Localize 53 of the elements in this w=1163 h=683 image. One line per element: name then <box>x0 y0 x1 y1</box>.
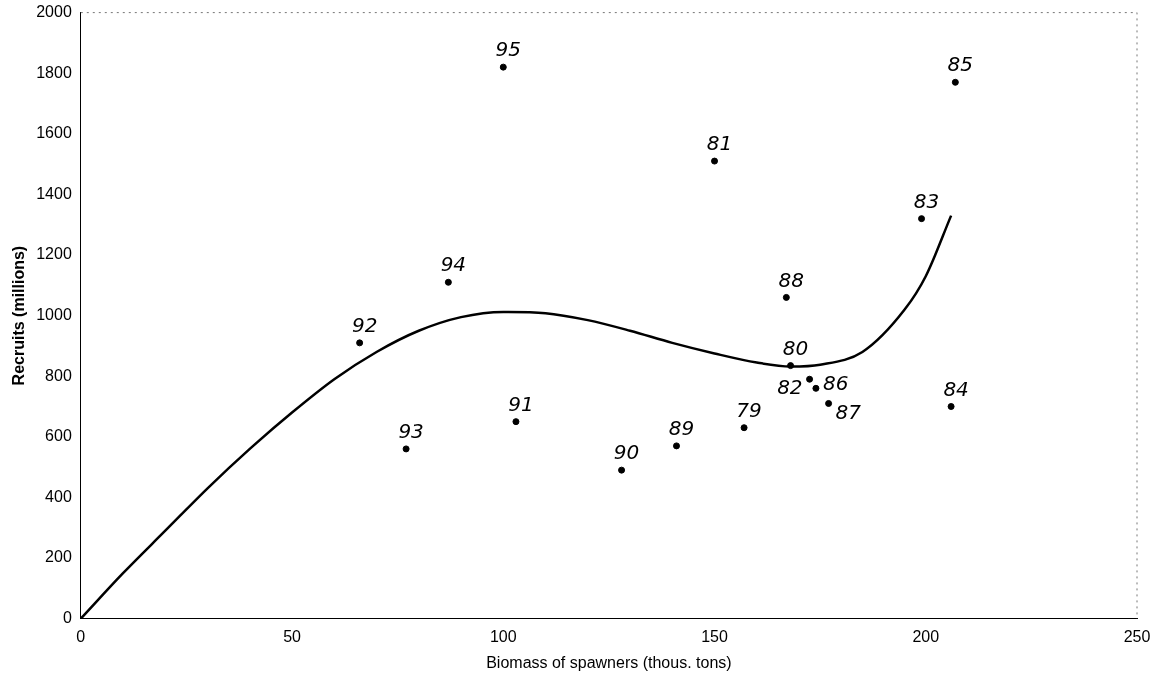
point <box>918 215 926 223</box>
y-tick-label: 2000 <box>36 3 72 21</box>
x-tick-label: 200 <box>912 627 940 645</box>
y-axis-title: Recruits (millions) <box>10 245 28 386</box>
y-tick-label: 0 <box>62 609 72 627</box>
y-tick-label: 1000 <box>36 306 72 324</box>
point <box>947 403 955 410</box>
annotation: 92 <box>351 313 378 338</box>
y-tick-label: 1200 <box>36 245 72 263</box>
annotation: 95 <box>495 37 521 62</box>
annotation: 87 <box>835 399 862 424</box>
point <box>787 362 795 370</box>
annotation: 86 <box>822 370 849 395</box>
y-tick-label: 800 <box>45 366 72 384</box>
point <box>512 418 520 426</box>
y-tick-label: 1800 <box>36 63 72 81</box>
point <box>812 384 820 392</box>
x-tick-label: 0 <box>76 627 86 645</box>
y-tick-label: 600 <box>45 427 72 445</box>
point <box>356 339 364 347</box>
annotation: 81 <box>706 131 733 156</box>
point <box>618 466 626 474</box>
point <box>672 442 680 450</box>
y-tick-label: 200 <box>45 548 72 566</box>
point <box>740 424 748 432</box>
point <box>444 278 452 286</box>
point <box>711 157 719 165</box>
point <box>499 63 507 71</box>
annotation: 80 <box>782 335 809 360</box>
annotation: 93 <box>398 419 424 444</box>
x-tick-label: 250 <box>1123 627 1151 645</box>
point <box>782 293 790 301</box>
annotation: 79 <box>736 397 762 422</box>
annotation: 89 <box>668 416 695 441</box>
annotation: 84 <box>943 376 969 401</box>
x-axis-title: Biomass of spawners (thous. tons) <box>486 653 732 671</box>
point <box>825 399 833 407</box>
annotation: 88 <box>778 267 805 292</box>
point <box>402 445 410 453</box>
annotation: 82 <box>777 375 803 400</box>
x-tick-label: 50 <box>283 627 302 645</box>
annotation: 94 <box>440 252 467 277</box>
y-tick-label: 400 <box>45 487 72 505</box>
y-tick-label: 1600 <box>36 124 72 142</box>
annotation: 90 <box>613 440 640 465</box>
annotation: 85 <box>947 52 974 77</box>
y-tick-label: 1400 <box>36 184 72 202</box>
point <box>806 375 814 383</box>
annotation: 83 <box>913 188 940 213</box>
annotation: 91 <box>508 391 534 416</box>
x-tick-label: 100 <box>489 627 517 645</box>
x-tick-label: 150 <box>701 627 728 645</box>
point <box>951 78 959 86</box>
